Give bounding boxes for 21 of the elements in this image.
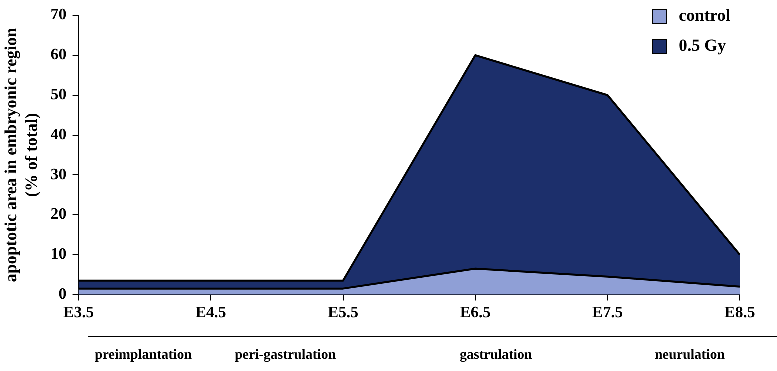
x-tick-label: E4.5 [196, 304, 226, 322]
x-tick-label: E6.5 [460, 304, 491, 322]
y-tick-label: 30 [50, 166, 67, 184]
x-tick-label: E7.5 [592, 304, 624, 322]
y-tick-label: 0 [58, 286, 67, 303]
y-tick-label: 50 [50, 86, 67, 104]
text: gastrulation [460, 348, 532, 364]
y-axis-title: apoptotic area in embryonic region (% of total) [2, 27, 41, 282]
y-tick-label: 10 [50, 246, 67, 264]
y-tick-label: 70 [50, 6, 67, 24]
x-tick-label: E5.5 [328, 304, 359, 322]
x-tick-label: E8.5 [724, 304, 756, 322]
y-tick-label: 40 [50, 126, 67, 144]
x-tick-label: E3.5 [63, 304, 94, 322]
y-tick-label: 60 [50, 46, 67, 64]
legend-label: 0.5 Gy [679, 36, 726, 56]
y-tick-label: 20 [50, 206, 67, 224]
text: preimplantation [95, 348, 192, 364]
text: peri-gastrulation [235, 348, 336, 364]
text: neurulation [655, 348, 726, 364]
legend-label: control [679, 6, 731, 26]
